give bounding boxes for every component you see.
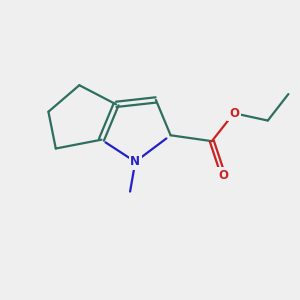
Text: O: O <box>229 107 239 120</box>
Text: O: O <box>219 169 229 182</box>
Text: N: N <box>130 155 140 168</box>
